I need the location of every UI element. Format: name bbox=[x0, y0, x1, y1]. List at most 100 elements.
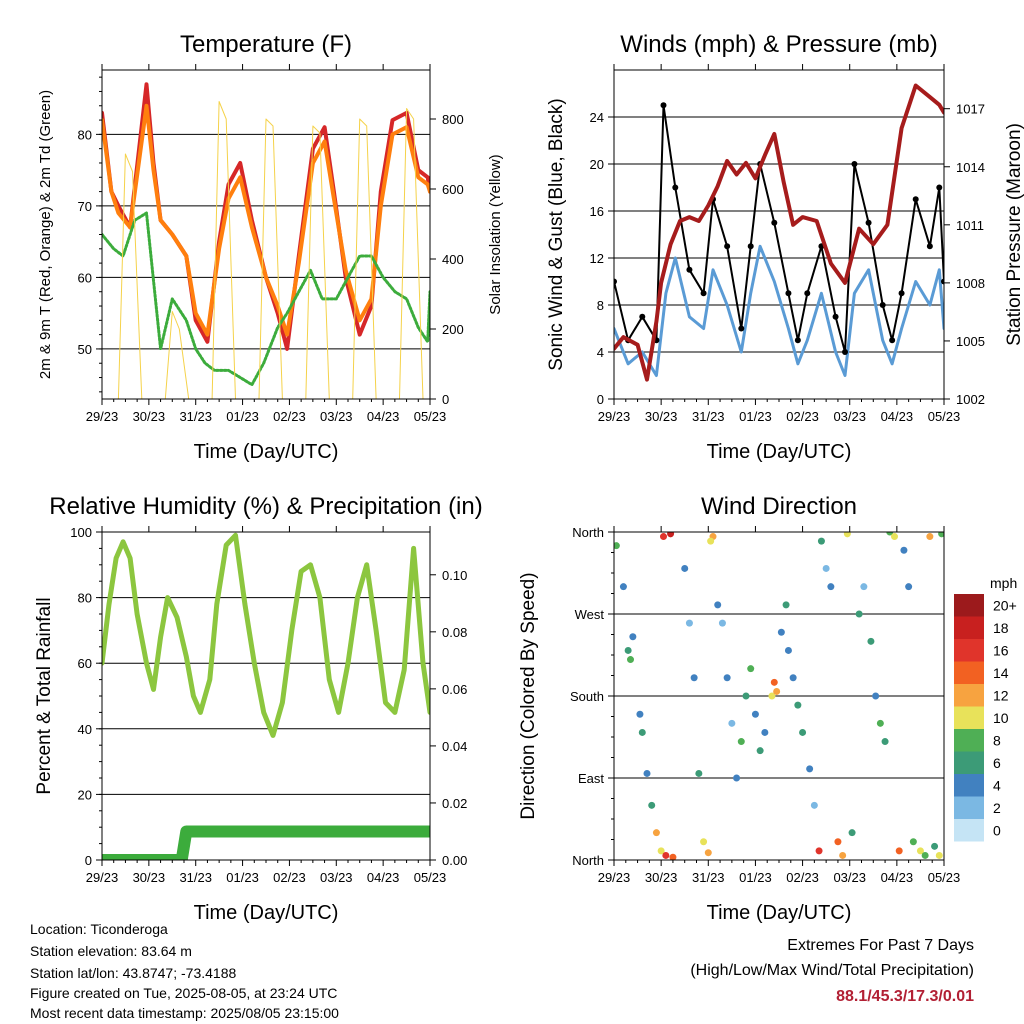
x-tick-label: 01/23 bbox=[226, 409, 259, 424]
direction-point bbox=[667, 532, 675, 538]
x-tick-label: 03/23 bbox=[320, 409, 353, 424]
direction-point bbox=[926, 533, 934, 541]
direction-point bbox=[737, 738, 745, 746]
direction-point bbox=[742, 692, 750, 700]
legend-label: 14 bbox=[993, 665, 1009, 681]
gust-point bbox=[614, 278, 617, 285]
direction-point bbox=[895, 847, 903, 855]
gust-point bbox=[686, 266, 693, 273]
y-tick-label: West bbox=[575, 607, 605, 622]
legend-swatch bbox=[954, 594, 984, 617]
direction-point bbox=[636, 710, 644, 718]
gust-point bbox=[851, 161, 858, 167]
legend-swatch bbox=[954, 639, 984, 662]
plot-frame bbox=[101, 69, 431, 400]
gust-point bbox=[842, 349, 848, 355]
direction-point bbox=[810, 801, 818, 809]
legend-swatch bbox=[954, 796, 984, 819]
y-tick-label: 20 bbox=[78, 787, 92, 802]
direction-point bbox=[789, 674, 797, 682]
y-tick-label: 8 bbox=[597, 298, 604, 313]
legend-label: 16 bbox=[993, 642, 1009, 658]
x-tick-label: 02/23 bbox=[273, 409, 306, 424]
gust-point bbox=[660, 102, 667, 109]
x-tick-label: 31/23 bbox=[692, 409, 725, 424]
direction-point bbox=[886, 532, 894, 536]
footer-recent: Most recent data timestamp: 2025/08/05 2… bbox=[30, 1005, 339, 1021]
chart-panel-1: Temperature (F) Time (Day/UTC) 2m & 9m T (… bbox=[37, 31, 504, 463]
direction-point bbox=[921, 851, 929, 859]
direction-point bbox=[643, 769, 651, 777]
y-tick-label: 60 bbox=[78, 656, 92, 671]
x-tick-label: 29/23 bbox=[86, 409, 119, 424]
y2-tick-label: 0.06 bbox=[442, 682, 467, 697]
footer-latlon: Station lat/lon: 43.8747; -73.4188 bbox=[30, 965, 237, 981]
legend-label: 4 bbox=[993, 777, 1001, 793]
direction-point bbox=[876, 719, 884, 727]
x-tick-label: 30/23 bbox=[645, 870, 678, 885]
direction-point bbox=[827, 583, 835, 591]
direction-point bbox=[747, 665, 755, 673]
direction-point bbox=[815, 847, 823, 855]
direction-point bbox=[614, 542, 620, 550]
y-tick-label: 80 bbox=[78, 127, 92, 142]
direction-point bbox=[685, 619, 693, 627]
direction-point bbox=[756, 747, 764, 755]
y2-tick-label: 1002 bbox=[956, 392, 985, 407]
gust-point bbox=[912, 196, 919, 203]
gust-point bbox=[747, 243, 754, 250]
gust-point bbox=[794, 337, 801, 344]
x-tick-label: 03/23 bbox=[833, 409, 866, 424]
direction-point bbox=[761, 728, 769, 736]
x-tick-label: 05/23 bbox=[928, 409, 961, 424]
direction-point bbox=[881, 738, 889, 746]
y-tick-label: 12 bbox=[590, 251, 604, 266]
x-tick-label: 01/23 bbox=[739, 409, 772, 424]
gust-point bbox=[738, 325, 745, 332]
gust-point bbox=[724, 243, 731, 250]
legend-swatch bbox=[954, 729, 984, 752]
x-tick-label: 04/23 bbox=[367, 870, 400, 885]
legend-label: 2 bbox=[993, 800, 1001, 816]
y-tick-label: North bbox=[572, 525, 604, 540]
gust-point bbox=[926, 243, 933, 250]
y-tick-label: South bbox=[570, 689, 604, 704]
direction-point bbox=[891, 533, 898, 541]
x-tick-label: 01/23 bbox=[226, 870, 259, 885]
direction-point bbox=[822, 564, 830, 572]
direction-point bbox=[624, 646, 632, 654]
legend-swatch bbox=[954, 616, 984, 639]
y2-tick-label: 0.04 bbox=[442, 739, 467, 754]
x-tick-label: 30/23 bbox=[645, 409, 678, 424]
y2-tick-label: 1011 bbox=[956, 218, 984, 233]
direction-point bbox=[648, 801, 656, 809]
y2-tick-label: 0.00 bbox=[442, 853, 467, 868]
direction-point bbox=[794, 701, 802, 709]
gust-point bbox=[941, 278, 944, 285]
direction-point bbox=[718, 619, 726, 627]
gust-point bbox=[785, 290, 792, 297]
y2-tick-label: 0.08 bbox=[442, 625, 467, 640]
x-tick-label: 05/23 bbox=[414, 870, 447, 885]
direction-point bbox=[773, 687, 781, 695]
y-tick-label: 20 bbox=[590, 157, 604, 172]
y-tick-label: 24 bbox=[590, 110, 604, 125]
speed-legend: mph 20+ 18 16 14 12 10 8 6 4 2 0 bbox=[954, 575, 1017, 842]
y2-tick-label: 1017 bbox=[956, 102, 985, 117]
series-relative-humidity bbox=[102, 532, 430, 738]
y-tick-label: 100 bbox=[70, 525, 92, 540]
y-axis-label: Sonic Wind & Gust (Blue, Black) bbox=[546, 98, 567, 370]
y-tick-label: 50 bbox=[78, 342, 92, 357]
direction-point bbox=[855, 610, 863, 618]
direction-point bbox=[627, 656, 634, 664]
direction-point bbox=[799, 728, 807, 736]
y2-tick-label: 0 bbox=[442, 392, 449, 407]
direction-point bbox=[690, 674, 698, 682]
y2-tick-label: 200 bbox=[442, 322, 464, 337]
direction-point bbox=[843, 532, 851, 538]
y2-tick-label: 1008 bbox=[956, 276, 985, 291]
x-tick-label: 05/23 bbox=[928, 870, 961, 885]
direction-point bbox=[704, 849, 712, 857]
x-tick-label: 04/23 bbox=[881, 409, 914, 424]
